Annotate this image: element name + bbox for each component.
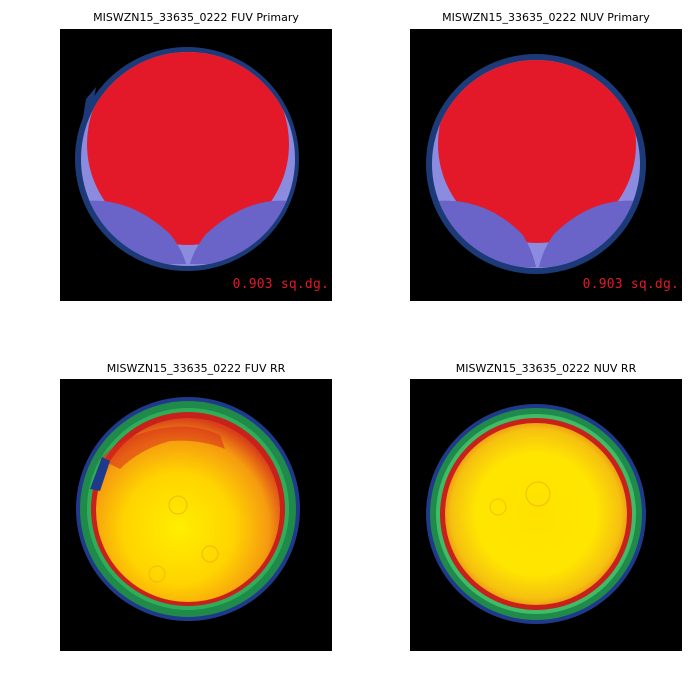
nuv-primary-image bbox=[426, 54, 646, 274]
fuv-rr-image bbox=[76, 397, 300, 621]
fuv-area-label: 0.903 sq.dg. bbox=[232, 277, 329, 292]
fuv-rr-panel bbox=[60, 379, 332, 651]
nuv-primary-panel: 0.903 sq.dg. bbox=[410, 29, 682, 301]
nuv-rr-panel bbox=[410, 379, 682, 651]
nuv-primary-title: MISWZN15_33635_0222 NUV Primary bbox=[442, 11, 650, 24]
fuv-primary-panel: 0.903 sq.dg. bbox=[60, 29, 332, 301]
fuv-rr-title: MISWZN15_33635_0222 FUV RR bbox=[106, 362, 286, 375]
nuv-area-label: 0.903 sq.dg. bbox=[582, 277, 679, 292]
nuv-rr-image bbox=[426, 404, 646, 624]
fuv-primary-title: MISWZN15_33635_0222 FUV Primary bbox=[93, 11, 299, 24]
nuv-rr-title: MISWZN15_33635_0222 NUV RR bbox=[455, 362, 637, 375]
fuv-primary-image bbox=[75, 47, 299, 271]
